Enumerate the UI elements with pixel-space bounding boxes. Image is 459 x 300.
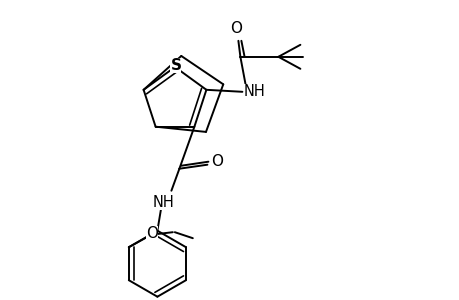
Text: NH: NH (152, 195, 174, 210)
Text: O: O (211, 154, 223, 169)
Text: O: O (230, 21, 242, 36)
Text: S: S (170, 58, 181, 73)
Text: NH: NH (243, 84, 265, 99)
Text: O: O (146, 226, 157, 241)
